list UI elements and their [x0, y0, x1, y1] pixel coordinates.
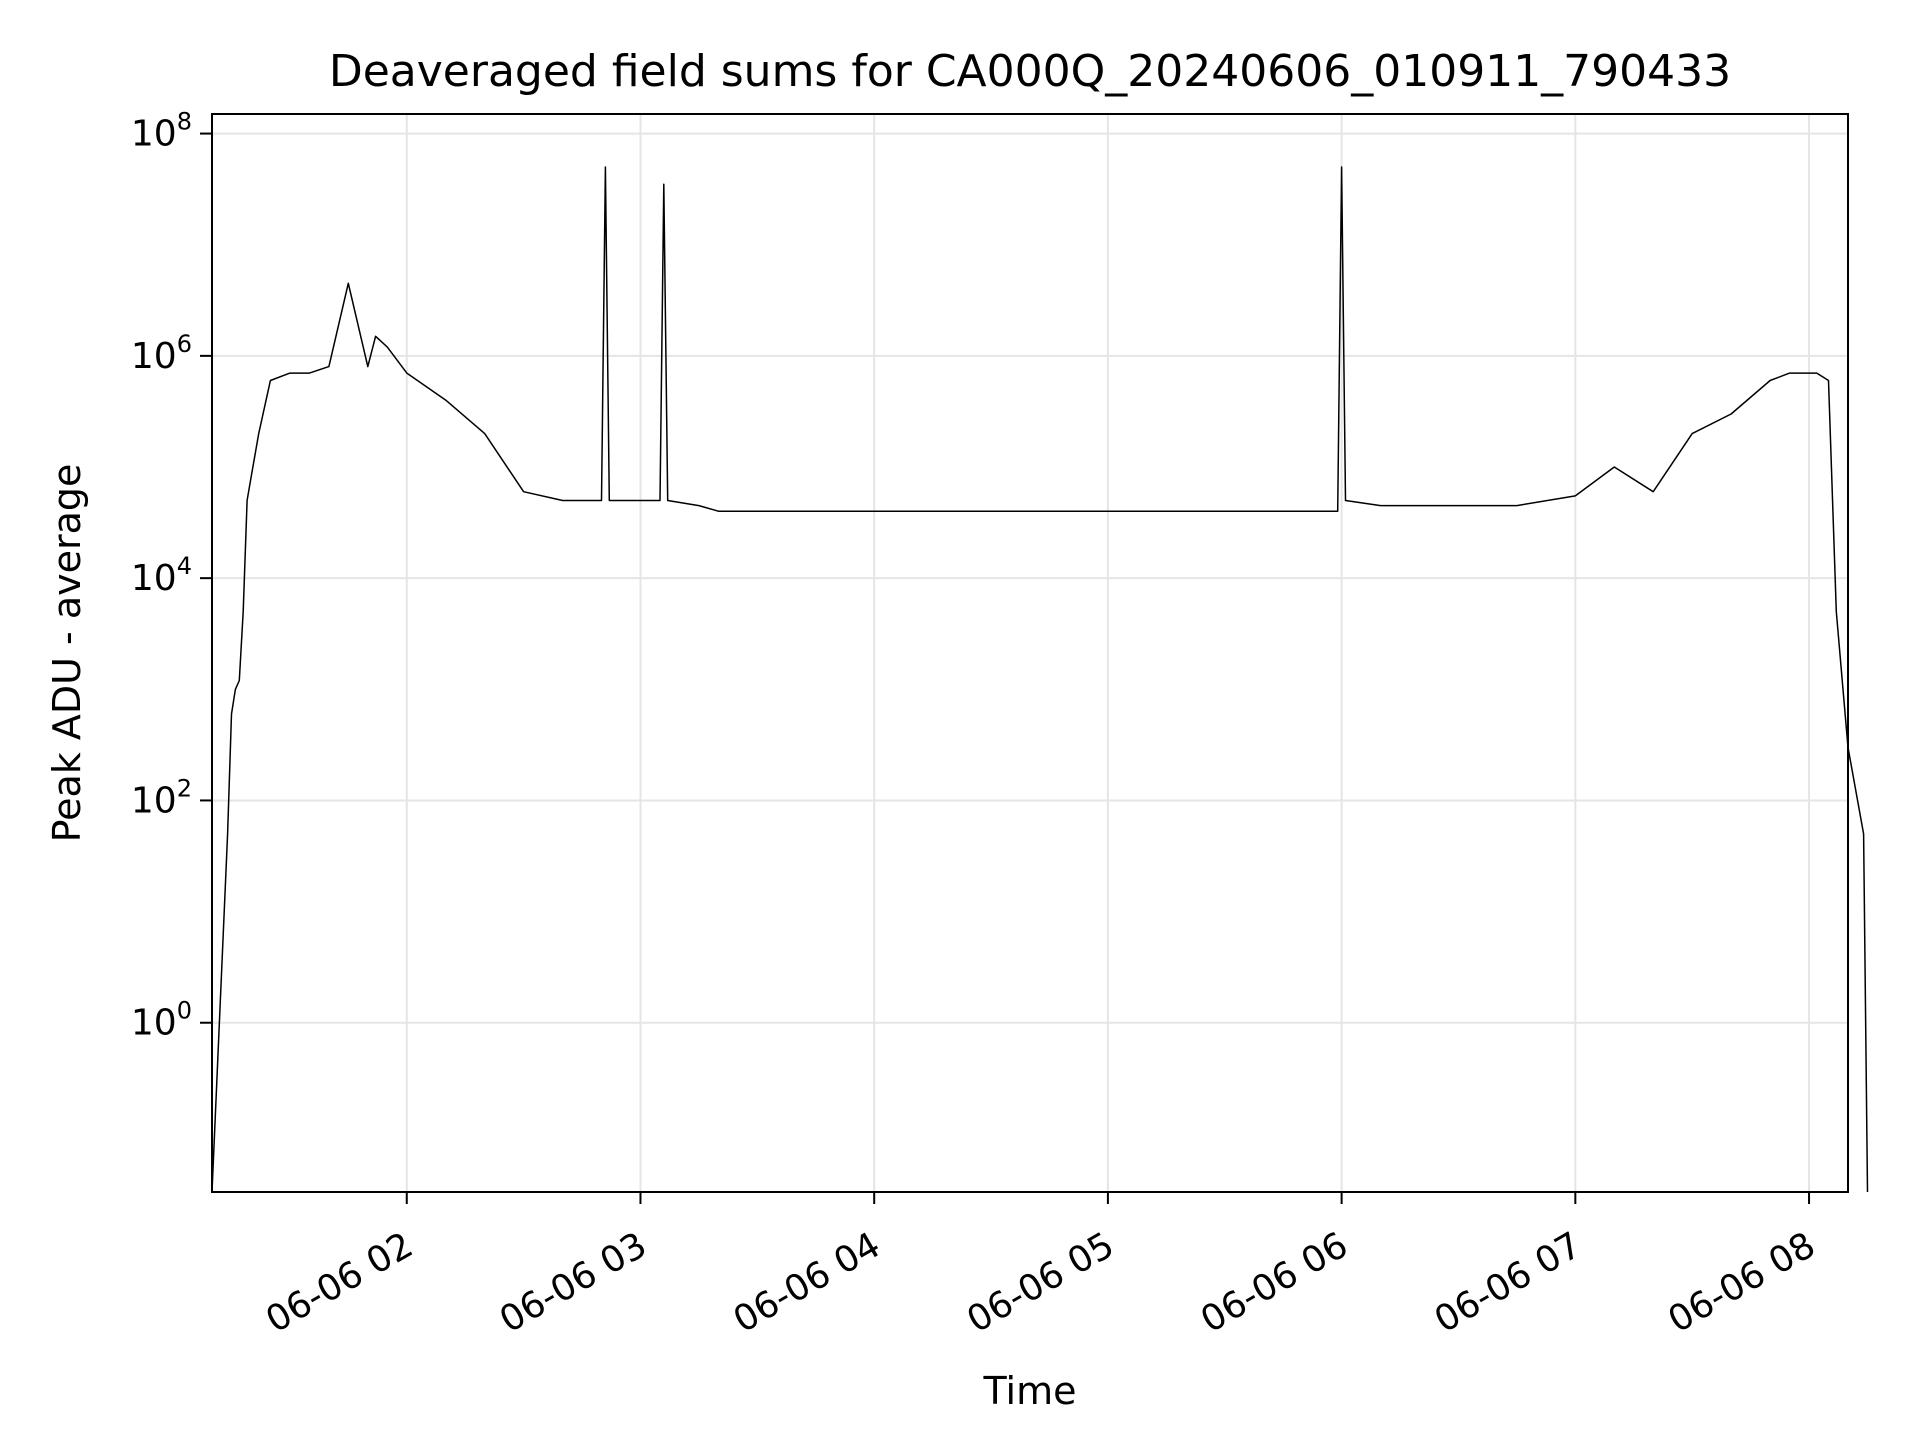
y-tick-exponent: 2: [177, 774, 192, 802]
y-tick-label: 108: [131, 108, 192, 155]
series-layer: [211, 166, 1869, 1193]
y-tick-exponent: 6: [177, 330, 192, 358]
plot-frame: [211, 113, 1849, 1193]
y-tick-base: 10: [131, 336, 177, 377]
y-tick-exponent: 4: [177, 552, 192, 580]
y-tick-label: 106: [131, 330, 192, 377]
chart-title: Deaveraged field sums for CA000Q_2024060…: [329, 46, 1731, 97]
y-tick-exponent: 8: [177, 108, 192, 136]
y-tick-label: 100: [131, 997, 192, 1044]
y-axis-label: Peak ADU - average: [45, 464, 89, 843]
grid: [212, 114, 1848, 1192]
y-tick-label: 102: [131, 774, 192, 821]
y-tick-base: 10: [131, 780, 177, 821]
x-axis-label: Time: [983, 1369, 1077, 1413]
y-tick-label: 104: [131, 552, 192, 599]
y-tick-base: 10: [131, 114, 177, 155]
y-tick-base: 10: [131, 1003, 177, 1044]
series-line: [211, 166, 1869, 1193]
y-tick-exponent: 0: [177, 997, 192, 1025]
y-tick-base: 10: [131, 558, 177, 599]
